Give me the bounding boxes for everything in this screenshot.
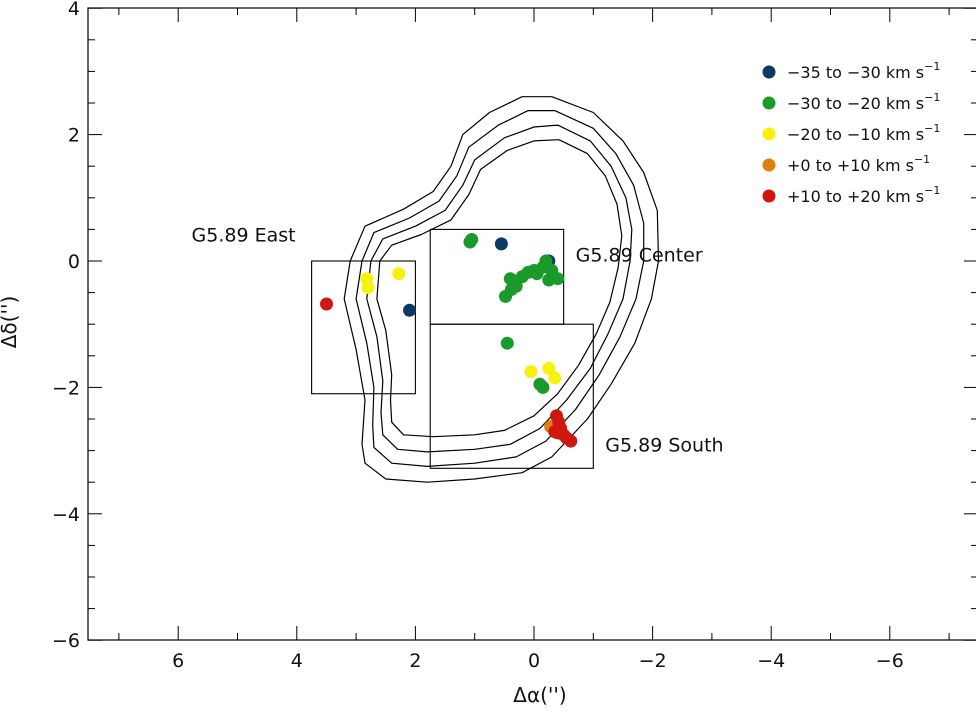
data-point bbox=[542, 273, 556, 287]
legend-label-text: −35 to −30 km s bbox=[787, 63, 924, 82]
data-point bbox=[524, 365, 538, 379]
data-point bbox=[509, 279, 523, 293]
data-points bbox=[320, 233, 578, 448]
y-tick-label: 2 bbox=[68, 125, 80, 147]
x-tick-label: −2 bbox=[639, 650, 667, 672]
region-label: G5.89 East bbox=[192, 224, 296, 246]
region-box bbox=[429, 323, 594, 469]
legend: −35 to −30 km s−1−30 to −20 km s−1−20 to… bbox=[762, 60, 940, 206]
region-box bbox=[311, 260, 416, 395]
x-tick-label: −4 bbox=[757, 650, 785, 672]
data-point bbox=[463, 235, 477, 249]
data-point bbox=[320, 297, 333, 311]
legend-marker bbox=[762, 158, 776, 172]
data-point bbox=[361, 281, 375, 294]
y-tick-label: 4 bbox=[68, 0, 80, 20]
contour-lines bbox=[343, 96, 660, 483]
legend-label: +0 to +10 km s−1 bbox=[787, 153, 930, 175]
x-tick-label: 6 bbox=[172, 650, 184, 672]
legend-label-superscript: −1 bbox=[914, 153, 930, 166]
data-point bbox=[539, 254, 553, 268]
legend-label-text: −30 to −20 km s bbox=[787, 94, 924, 113]
data-point bbox=[499, 289, 512, 303]
legend-label: −20 to −10 km s−1 bbox=[787, 122, 940, 144]
data-point bbox=[403, 303, 416, 317]
legend-label-superscript: −1 bbox=[924, 91, 940, 104]
contour-line bbox=[343, 96, 660, 483]
legend-label: −30 to −20 km s−1 bbox=[787, 91, 940, 113]
legend-marker bbox=[762, 189, 776, 203]
legend-label-superscript: −1 bbox=[924, 60, 940, 73]
y-tick-label: 0 bbox=[68, 251, 80, 273]
region-label: G5.89 South bbox=[605, 434, 723, 456]
legend-label: +10 to +20 km s−1 bbox=[787, 184, 940, 206]
region-label: G5.89 Center bbox=[576, 245, 703, 267]
data-point bbox=[494, 237, 508, 251]
legend-marker bbox=[762, 127, 776, 141]
legend-label-text: +10 to +20 km s bbox=[787, 187, 924, 206]
data-point bbox=[548, 425, 562, 439]
x-tick-label: −6 bbox=[876, 650, 904, 672]
legend-marker bbox=[762, 65, 776, 79]
data-point bbox=[548, 371, 562, 385]
data-point bbox=[392, 267, 406, 281]
region-boxes: G5.89 East G5.89 Center G5.89 South bbox=[192, 224, 724, 469]
legend-label-text: +0 to +10 km s bbox=[787, 156, 914, 175]
data-point bbox=[500, 336, 514, 350]
y-axis-title: Δδ('') bbox=[0, 296, 21, 349]
x-tick-label: 2 bbox=[409, 650, 421, 672]
contour-line bbox=[355, 110, 645, 467]
x-tick-label: 4 bbox=[291, 650, 303, 672]
contour-line bbox=[376, 139, 623, 438]
legend-label: −35 to −30 km s−1 bbox=[787, 60, 940, 82]
legend-label-superscript: −1 bbox=[924, 184, 940, 197]
x-axis-title: Δα('') bbox=[513, 683, 566, 707]
contour-line bbox=[366, 124, 633, 453]
legend-marker bbox=[762, 96, 776, 110]
legend-label-text: −20 to −10 km s bbox=[787, 125, 924, 144]
data-point bbox=[542, 361, 556, 375]
data-point bbox=[515, 270, 529, 284]
y-tick-label: −2 bbox=[52, 377, 80, 399]
axis-ticks: 6 4 2 0 −2 −4 −6 4 2 0 −2 −4 −6 bbox=[52, 0, 976, 672]
y-tick-label: −6 bbox=[52, 630, 80, 652]
data-point bbox=[564, 434, 578, 448]
legend-label-superscript: −1 bbox=[924, 122, 940, 135]
data-point bbox=[536, 380, 550, 394]
y-tick-label: −4 bbox=[52, 504, 80, 526]
x-tick-label: 0 bbox=[528, 650, 540, 672]
